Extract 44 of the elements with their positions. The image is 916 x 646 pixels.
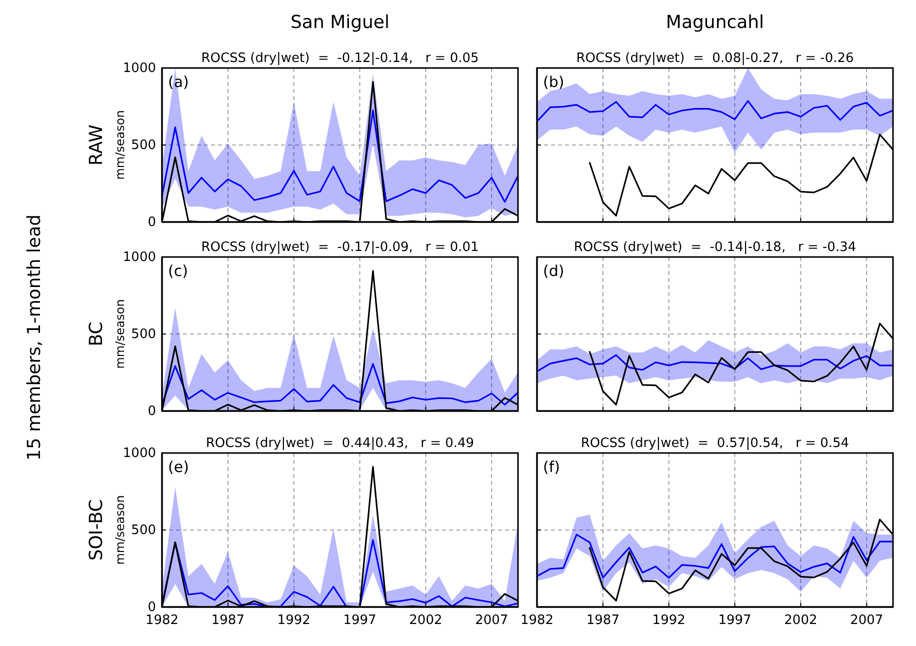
line-series <box>162 363 518 406</box>
y-tick-label: 0 <box>148 600 156 616</box>
y-axis-title: mm/season <box>113 299 127 369</box>
annotation: (c) <box>168 262 188 280</box>
annotation: (f) <box>543 458 560 476</box>
chart-title: ROCSS (dry|wet) = -0.17|-0.09, r = 0.01 <box>201 240 479 255</box>
chart-title: ROCSS (dry|wet) = 0.57|0.54, r = 0.54 <box>580 436 850 451</box>
text: RAW <box>86 124 107 166</box>
x-tick-label: 1992 <box>277 613 310 628</box>
annotation: (b) <box>543 73 564 91</box>
y-axis-title: mm/season <box>113 495 127 565</box>
text: BC <box>86 322 107 346</box>
x-tick-label: 2007 <box>475 613 508 628</box>
annotation: (a) <box>168 73 189 91</box>
chart-title: ROCSS (dry|wet) = -0.14|-0.18, r = -0.34 <box>574 240 856 255</box>
text: San Miguel <box>290 12 390 33</box>
x-tick-label: 1987 <box>211 613 244 628</box>
x-tick-label: 1997 <box>343 613 376 628</box>
annotation: (d) <box>543 262 564 280</box>
x-tick-label: 1982 <box>145 613 179 628</box>
y-tick-label: 500 <box>131 138 156 154</box>
y-tick-label: 0 <box>148 215 156 230</box>
y-tick-label: 0 <box>148 404 156 420</box>
x-tick-label: 1982 <box>520 613 554 628</box>
x-tick-label: 2002 <box>409 613 442 628</box>
y-tick-label: 1000 <box>122 250 156 266</box>
annotation: (e) <box>168 458 189 476</box>
chart-title: ROCSS (dry|wet) = -0.12|-0.14, r = 0.05 <box>201 51 479 66</box>
chart-title: ROCSS (dry|wet) = 0.44|0.43, r = 0.49 <box>206 436 474 451</box>
x-tick-label: 1987 <box>586 613 620 628</box>
text: 15 members, 1-month lead <box>24 214 45 461</box>
text: Maguncahl <box>666 12 764 33</box>
y-axis-title: mm/season <box>113 110 127 180</box>
chart-title: ROCSS (dry|wet) = 0.08|-0.27, r = -0.26 <box>576 51 854 66</box>
y-tick-label: 1000 <box>122 446 156 462</box>
y-tick-label: 500 <box>131 523 156 538</box>
line-series <box>162 110 518 203</box>
y-tick-label: 500 <box>131 327 156 342</box>
x-tick-label: 2007 <box>850 613 884 628</box>
text: SOI-BC <box>86 499 107 561</box>
x-tick-label: 2002 <box>784 613 818 628</box>
x-tick-label: 1997 <box>718 613 752 628</box>
x-tick-label: 1992 <box>652 613 686 628</box>
y-tick-label: 1000 <box>122 61 156 76</box>
